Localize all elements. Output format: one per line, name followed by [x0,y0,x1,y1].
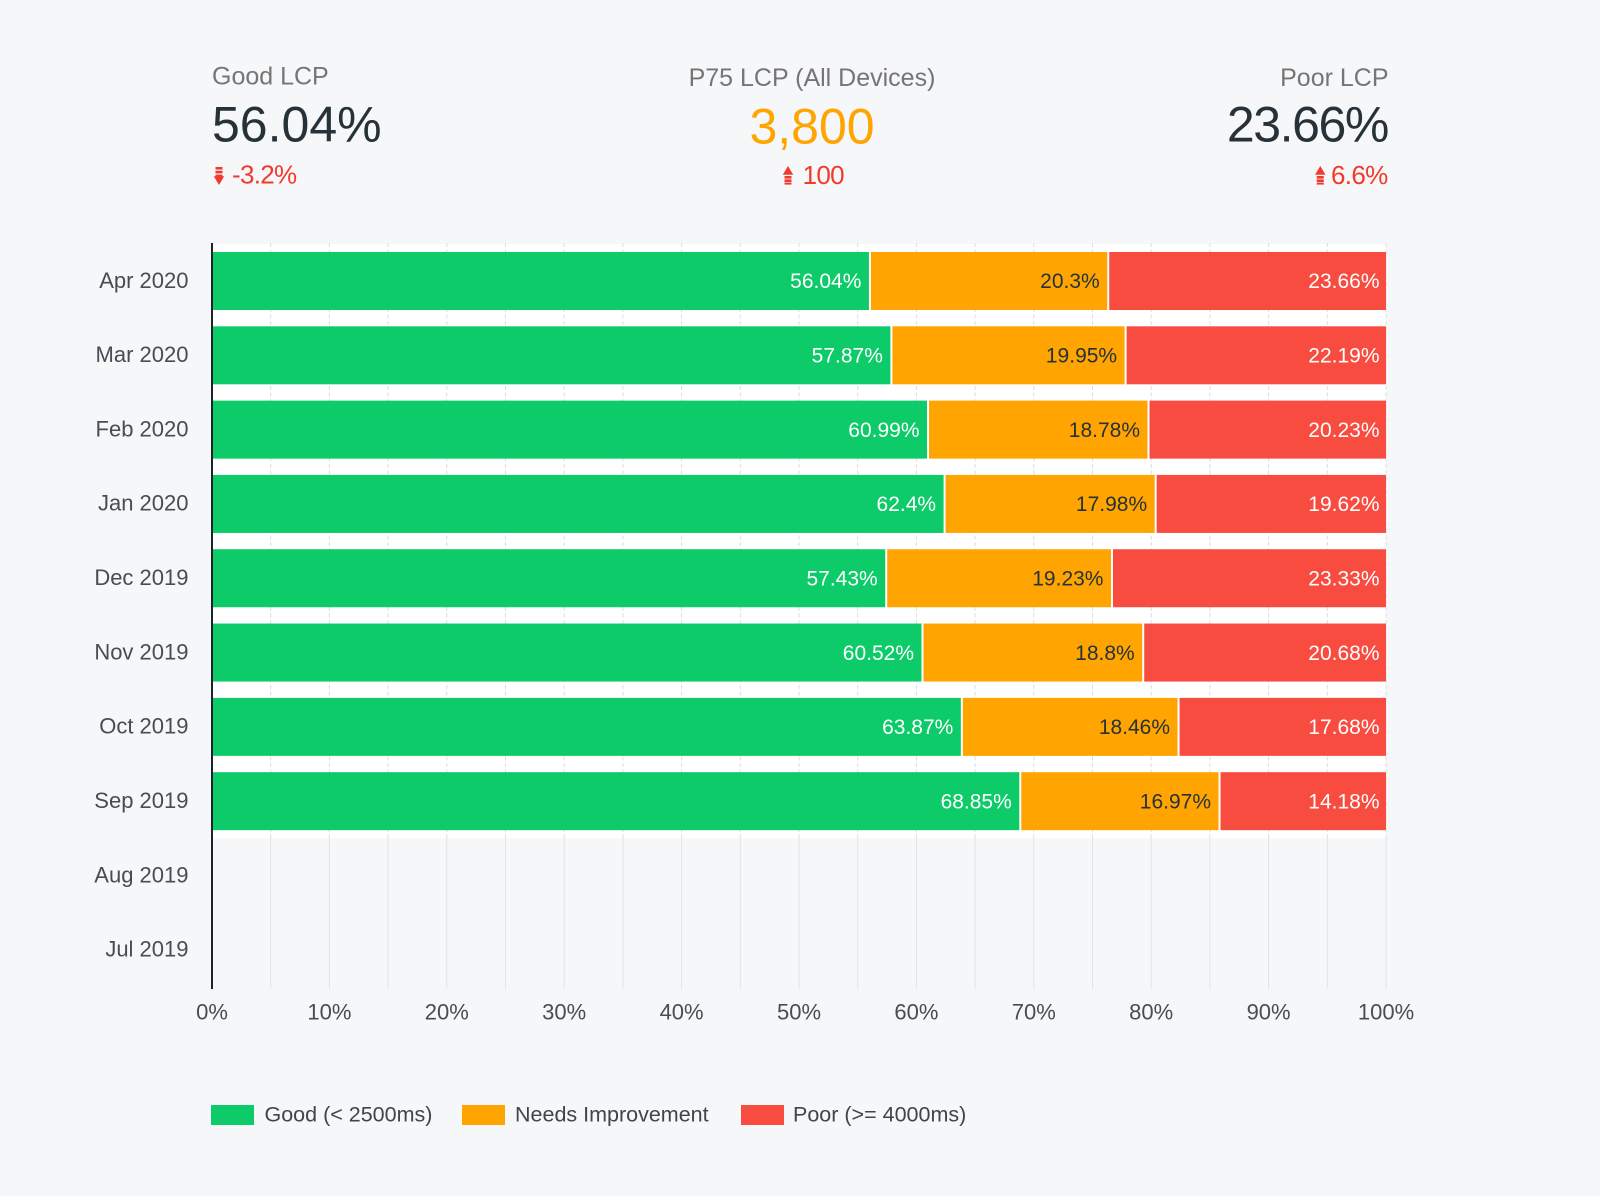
svg-text:Oct 2019: Oct 2019 [99,714,188,739]
svg-text:Mar 2020: Mar 2020 [96,342,189,367]
svg-text:10%: 10% [307,1000,351,1025]
svg-text:70%: 70% [1012,1000,1056,1025]
svg-text:19.95%: 19.95% [1046,345,1117,368]
svg-text:19.23%: 19.23% [1032,567,1103,590]
svg-text:56.04%: 56.04% [212,96,382,152]
svg-text:Poor (>= 4000ms): Poor (>= 4000ms) [793,1103,966,1127]
svg-text:P75 LCP (All Devices): P75 LCP (All Devices) [689,64,936,92]
svg-text:Aug 2019: Aug 2019 [94,862,188,887]
svg-text:18.78%: 18.78% [1069,419,1140,442]
svg-text:40%: 40% [660,1000,704,1025]
svg-text:50%: 50% [777,1000,821,1025]
svg-text:17.68%: 17.68% [1308,716,1379,739]
svg-text:20.3%: 20.3% [1040,270,1100,293]
svg-text:18.8%: 18.8% [1075,642,1135,665]
svg-text:20.23%: 20.23% [1308,419,1379,442]
svg-text:68.85%: 68.85% [941,790,1012,813]
svg-text:Jul 2019: Jul 2019 [105,937,188,962]
svg-text:Good (< 2500ms): Good (< 2500ms) [265,1103,433,1127]
svg-text:6.6%: 6.6% [1331,160,1388,190]
svg-text:90%: 90% [1247,1000,1291,1025]
svg-text:63.87%: 63.87% [882,716,953,739]
svg-text:20%: 20% [425,1000,469,1025]
svg-text:30%: 30% [542,1000,586,1025]
svg-text:Needs Improvement: Needs Improvement [515,1103,709,1127]
svg-text:18.46%: 18.46% [1099,716,1170,739]
svg-text:16.97%: 16.97% [1140,790,1211,813]
svg-text:Jan 2020: Jan 2020 [98,491,189,516]
svg-text:Good LCP: Good LCP [212,63,329,91]
svg-text:20.68%: 20.68% [1308,642,1379,665]
svg-text:60%: 60% [894,1000,938,1025]
svg-text:62.4%: 62.4% [877,493,937,516]
svg-text:60.52%: 60.52% [843,642,914,665]
svg-text:-3.2%: -3.2% [232,160,297,190]
svg-text:Nov 2019: Nov 2019 [94,639,188,664]
svg-text:100%: 100% [1358,1000,1414,1025]
svg-text:Sep 2019: Sep 2019 [94,788,188,813]
svg-text:Apr 2020: Apr 2020 [99,268,188,293]
svg-text:23.33%: 23.33% [1308,567,1379,590]
svg-text:0%: 0% [196,1000,228,1025]
svg-text:22.19%: 22.19% [1308,345,1379,368]
svg-text:23.66%: 23.66% [1227,96,1388,152]
svg-text:17.98%: 17.98% [1076,493,1147,516]
svg-text:100: 100 [803,160,845,190]
svg-text:Dec 2019: Dec 2019 [94,565,188,590]
svg-text:80%: 80% [1129,1000,1173,1025]
svg-text:60.99%: 60.99% [848,419,919,442]
svg-text:57.43%: 57.43% [806,567,877,590]
svg-text:23.66%: 23.66% [1308,270,1379,293]
svg-text:19.62%: 19.62% [1308,493,1379,516]
svg-text:14.18%: 14.18% [1308,790,1379,813]
svg-text:3,800: 3,800 [749,99,874,155]
svg-text:Feb 2020: Feb 2020 [96,416,189,441]
svg-text:57.87%: 57.87% [812,345,883,368]
svg-text:Poor LCP: Poor LCP [1280,64,1388,92]
svg-text:56.04%: 56.04% [790,270,861,293]
